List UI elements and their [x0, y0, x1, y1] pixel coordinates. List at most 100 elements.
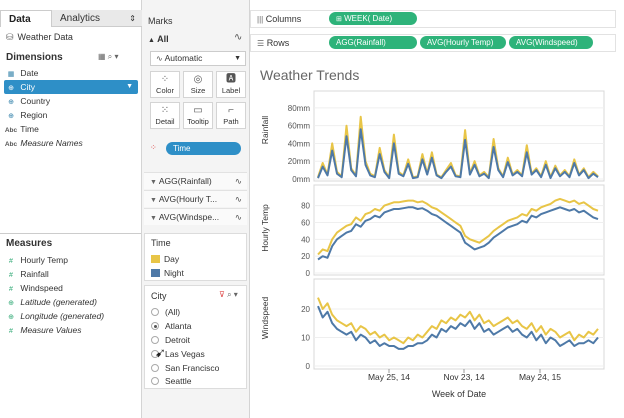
dimension-date[interactable]: ▦ Date	[4, 66, 138, 80]
dimension-region[interactable]: ⊕ Region	[4, 108, 138, 122]
filter-option[interactable]: (All)	[151, 306, 180, 319]
filter-option[interactable]: Seattle	[151, 376, 191, 387]
radio-selected-icon	[151, 322, 159, 330]
hourly-temp-pill[interactable]: AVG(Hourly Temp)	[420, 36, 506, 49]
y-tick-label: 40mm	[288, 139, 311, 148]
measure-values[interactable]: # Measure Values	[4, 323, 138, 337]
pane-frame	[313, 278, 605, 370]
marks-card-rainfall[interactable]: ▼ AGG(Rainfall) ∿	[144, 172, 247, 189]
field-label: Windspeed	[20, 283, 63, 293]
marks-card-label: AVG(Windspe...	[158, 212, 220, 222]
marks-card-hourly-temp[interactable]: ▼ AVG(Hourly T... ∿	[144, 190, 247, 207]
calendar-icon: ▦	[7, 71, 15, 78]
view-canvas	[251, 60, 616, 405]
pane-frame	[313, 184, 605, 276]
tooltip-button[interactable]: ▭ Tooltip	[183, 102, 213, 129]
y-tick-label: 0mm	[292, 175, 310, 184]
sort-icon[interactable]: ⇕	[129, 14, 136, 23]
legend-item-night[interactable]: Night	[151, 267, 184, 279]
button-label: Size	[190, 86, 206, 95]
option-label: Atlanta	[165, 321, 192, 331]
legend-swatch	[151, 269, 160, 277]
y-axis-title-rainfall: Rainfall	[260, 116, 270, 144]
dimensions-title: Dimensions	[6, 52, 63, 63]
rows-shelf[interactable]: ☰ Rows AGG(Rainfall) AVG(Hourly Temp) AV…	[250, 34, 616, 52]
dimension-country[interactable]: ⊕ Country	[4, 94, 138, 108]
label-icon: 🅰	[226, 74, 236, 85]
pill-label: Time	[173, 144, 191, 153]
button-label: Path	[223, 117, 239, 126]
view-toggle-icon[interactable]: ▦ ⌕ ▾	[98, 52, 119, 61]
marks-all-tab[interactable]: ▲ All	[148, 34, 169, 44]
chevron-down-icon: ▼	[150, 197, 157, 204]
option-label: (All)	[165, 307, 181, 317]
path-button[interactable]: ⌐ Path	[216, 102, 246, 129]
data-source-label: Weather Data	[17, 32, 73, 42]
y-axis-title-windspeed: Windspeed	[260, 296, 270, 339]
mark-type-dropdown[interactable]: ∿ Automatic ▼	[150, 51, 246, 66]
y-tick-label: 80mm	[288, 104, 311, 113]
field-label: Country	[20, 96, 51, 106]
filter-menu-icon[interactable]: ⊽ ⌕ ▾	[219, 290, 238, 299]
time-color-pill[interactable]: Time	[166, 142, 241, 155]
columns-shelf[interactable]: ||| Columns ⊞ WEEK( Date)	[250, 10, 616, 28]
measure-longitude[interactable]: ⊕ Longitude (generated)	[4, 309, 138, 323]
color-button[interactable]: ⁘ Color	[150, 71, 180, 98]
pill-label: AVG(Hourly Temp)	[427, 38, 494, 47]
filter-option[interactable]: Atlanta	[151, 320, 191, 333]
data-source[interactable]: ⛁ Weather Data	[6, 30, 136, 44]
hash-icon: #	[9, 258, 13, 265]
tab-analytics[interactable]: Analytics ⇕	[52, 10, 142, 27]
size-button[interactable]: ◎ Size	[183, 71, 213, 98]
shelf-label: Columns	[265, 14, 302, 24]
chevron-down-icon[interactable]: ▼	[126, 83, 133, 90]
y-tick-label: 20	[301, 305, 310, 314]
tab-data[interactable]: Data	[0, 10, 52, 27]
option-label: San Francisco	[165, 363, 220, 373]
filter-option[interactable]: San Francisco	[151, 362, 219, 375]
chevron-down-icon: ▼	[234, 55, 241, 62]
measure-latitude[interactable]: ⊕ Latitude (generated)	[4, 295, 138, 309]
shelves: ||| Columns ⊞ WEEK( Date) ☰ Rows AGG(Rai…	[250, 10, 624, 56]
week-date-pill[interactable]: ⊞ WEEK( Date)	[329, 12, 417, 25]
pane-tabs: Data Analytics ⇕	[0, 10, 142, 27]
path-icon: ⌐	[228, 105, 234, 116]
abc-icon: Abc	[4, 141, 18, 148]
collapse-icon: ▲	[148, 37, 155, 44]
measure-rainfall[interactable]: # Rainfall	[4, 267, 138, 281]
legend-label: Night	[164, 268, 184, 278]
radio-icon	[151, 364, 159, 372]
line-icon: ∿	[234, 176, 242, 186]
filter-option[interactable]: Detroit	[151, 334, 190, 347]
rainfall-pill[interactable]: AGG(Rainfall)	[329, 36, 417, 49]
button-label: Label	[221, 86, 241, 95]
legend-title: Time	[151, 238, 171, 248]
measure-hourly-temp[interactable]: # Hourly Temp	[4, 253, 138, 267]
dimension-measure-names[interactable]: Abc Measure Names	[4, 136, 138, 150]
option-label: Las Vegas	[165, 349, 205, 359]
marks-card-windspeed[interactable]: ▼ AVG(Windspe... ∿	[144, 208, 247, 225]
rows-icon: ☰	[257, 39, 265, 48]
cards-pane: Marks ▲ All ∿ ∿ Automatic ▼ ⁘ Color ◎ Size …	[142, 0, 250, 418]
marks-card-label: AGG(Rainfall)	[158, 176, 212, 186]
y-tick-label: 20	[301, 252, 310, 261]
pane-frame	[313, 90, 605, 182]
columns-icon: |||	[257, 15, 264, 24]
detail-button[interactable]: ⁙ Detail	[150, 102, 180, 129]
shelf-label: Rows	[266, 38, 290, 48]
globe-icon: ⊕	[8, 314, 14, 321]
series-line-night	[317, 305, 599, 350]
legend-label: Day	[164, 254, 180, 264]
label-button[interactable]: 🅰 Label	[216, 71, 246, 98]
dimension-city[interactable]: ⊕ City ▼	[4, 80, 138, 94]
radio-icon	[151, 377, 159, 385]
measure-windspeed[interactable]: # Windspeed	[4, 281, 138, 295]
windspeed-pill[interactable]: AVG(Windspeed)	[509, 36, 593, 49]
mouse-cursor-icon: ➹	[155, 345, 166, 360]
filter-option[interactable]: Las Vegas	[151, 348, 205, 361]
globe-icon: ⊕	[8, 300, 14, 307]
size-icon: ◎	[193, 74, 203, 85]
data-pane: Data Analytics ⇕ ⛁ Weather Data Dimensions…	[0, 0, 142, 418]
legend-item-day[interactable]: Day	[151, 253, 179, 265]
dimension-time[interactable]: Abc Time	[4, 122, 138, 136]
